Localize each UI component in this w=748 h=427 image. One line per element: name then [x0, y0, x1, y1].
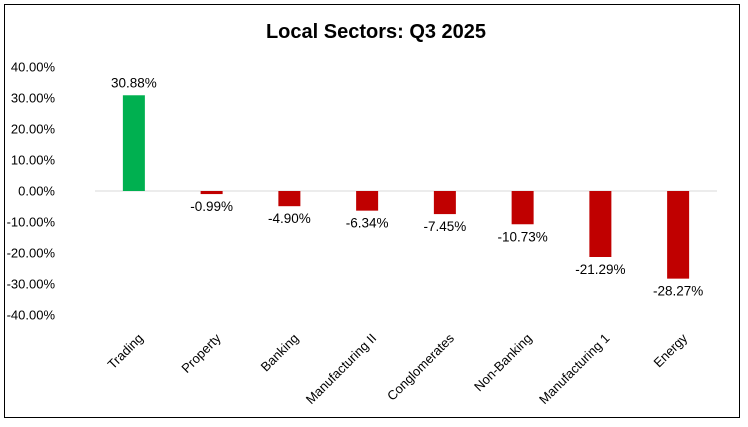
x-tick-label: Energy: [651, 330, 691, 370]
x-tick-label: Trading: [105, 331, 146, 372]
data-label: -21.29%: [575, 262, 625, 277]
data-label: 30.88%: [111, 75, 157, 90]
y-axis: 40.00% 30.00% 20.00% 10.00% 0.00% -10.00% -20.…: [7, 60, 56, 323]
x-tick-label: Manufacturing 1: [536, 331, 613, 408]
data-label: -0.99%: [190, 199, 233, 214]
bar: [511, 191, 534, 225]
bar: [278, 191, 301, 207]
data-label: -10.73%: [497, 229, 547, 244]
data-label: -6.34%: [346, 216, 389, 231]
chart-title: Local Sectors: Q3 2025: [266, 21, 486, 43]
y-tick-label: 30.00%: [11, 91, 56, 106]
bar: [200, 191, 223, 195]
data-label: -7.45%: [423, 219, 466, 234]
x-axis-labels: Trading Property Banking Manufacturing II Co…: [105, 330, 691, 407]
y-tick-label: 10.00%: [11, 153, 56, 168]
y-tick-label: -30.00%: [7, 277, 56, 292]
bar-chart: Local Sectors: Q3 2025 40.00% 30.00% 20.00…: [7, 21, 717, 407]
bar-series: [122, 95, 690, 279]
data-label: -28.27%: [653, 284, 703, 299]
bar: [356, 191, 379, 211]
data-labels: 30.88% -0.99% -4.90% -6.34% -7.45% -10.73% -21…: [111, 75, 703, 298]
data-label: -4.90%: [268, 211, 311, 226]
bar: [433, 191, 456, 215]
y-tick-label: 20.00%: [11, 122, 56, 137]
chart-frame: Local Sectors: Q3 2025 40.00% 30.00% 20.00…: [4, 4, 740, 418]
y-tick-label: 0.00%: [18, 184, 55, 199]
x-tick-label: Manufacturing II: [303, 331, 380, 408]
y-tick-label: -40.00%: [7, 308, 56, 323]
bar: [122, 95, 145, 191]
x-tick-label: Property: [178, 330, 224, 376]
x-tick-label: Non-Banking: [471, 331, 535, 395]
x-tick-label: Banking: [258, 331, 302, 375]
bar: [589, 191, 612, 257]
y-tick-label: 40.00%: [11, 60, 56, 75]
bar: [667, 191, 690, 279]
x-tick-label: Conglomerates: [384, 330, 457, 403]
y-tick-label: -20.00%: [7, 246, 56, 261]
y-tick-label: -10.00%: [7, 215, 56, 230]
